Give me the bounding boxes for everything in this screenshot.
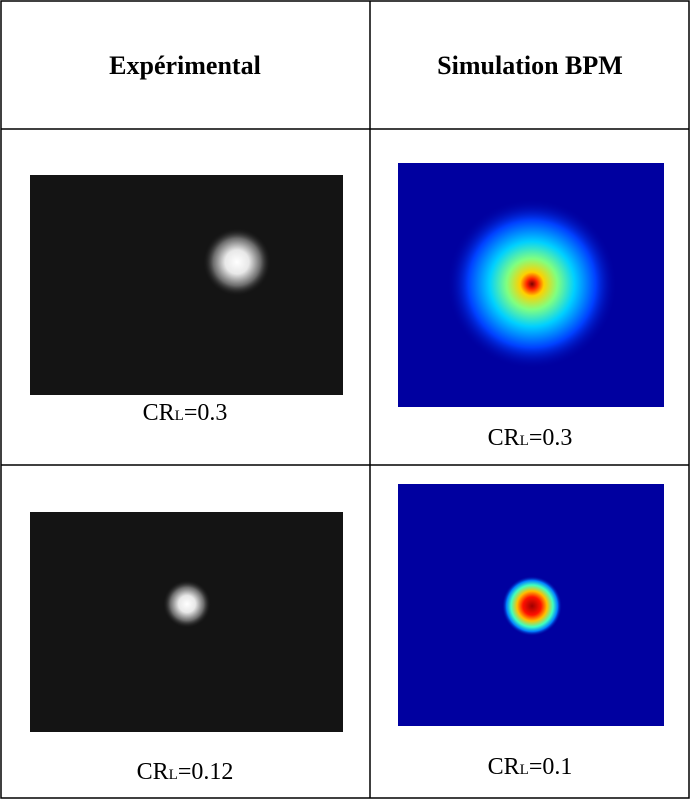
simulation-image (398, 484, 664, 726)
caption-value: =0.3 (184, 400, 228, 426)
caption-value: =0.12 (178, 759, 234, 785)
caption-sub: L (169, 767, 178, 783)
caption-value: =0.3 (529, 425, 573, 451)
caption-sub: L (175, 408, 184, 424)
caption: CRL=0.3 (143, 400, 228, 426)
caption: CRL=0.3 (488, 425, 573, 451)
caption-main: CR (488, 754, 520, 780)
header-cell: Simulation BPM (437, 51, 623, 80)
caption: CRL=0.1 (488, 754, 573, 780)
simulation-image (398, 163, 664, 407)
experimental-image (30, 512, 343, 732)
experimental-image (30, 175, 343, 395)
caption-main: CR (143, 400, 175, 426)
caption-main: CR (488, 425, 520, 451)
caption: CRL=0.12 (137, 759, 234, 785)
caption-main: CR (137, 759, 169, 785)
caption-sub: L (520, 762, 529, 778)
header-cell: Expérimental (109, 51, 261, 80)
caption-value: =0.1 (529, 754, 573, 780)
caption-sub: L (520, 433, 529, 449)
